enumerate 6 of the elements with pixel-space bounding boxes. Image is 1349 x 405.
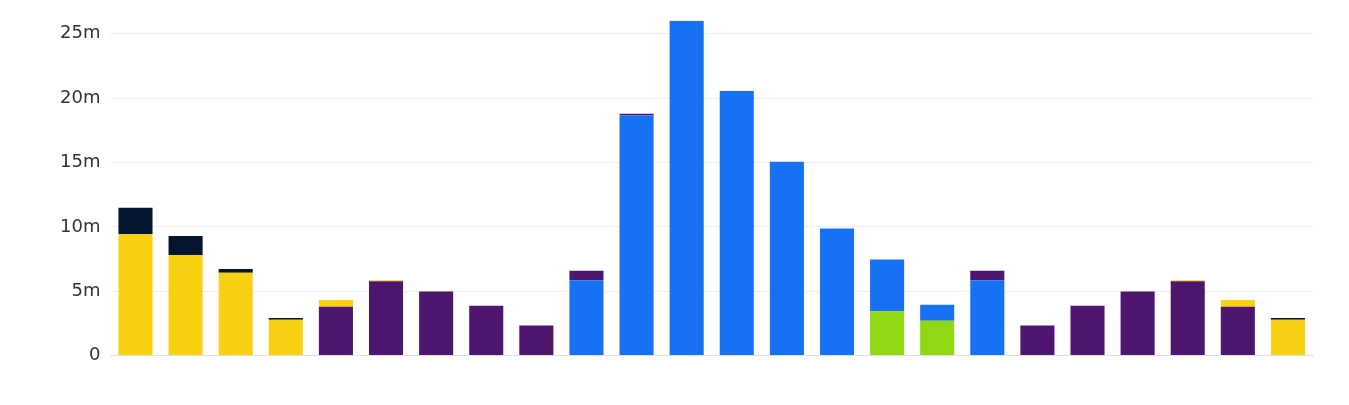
y-tick-label: 15m <box>59 150 101 172</box>
y-tick-label: 20m <box>59 85 101 107</box>
y-tick-label: 10m <box>59 214 101 236</box>
y-tick-label: 5m <box>71 278 101 300</box>
y-tick-label: 25m <box>59 21 101 43</box>
y-tick-label: 0 <box>88 343 101 365</box>
